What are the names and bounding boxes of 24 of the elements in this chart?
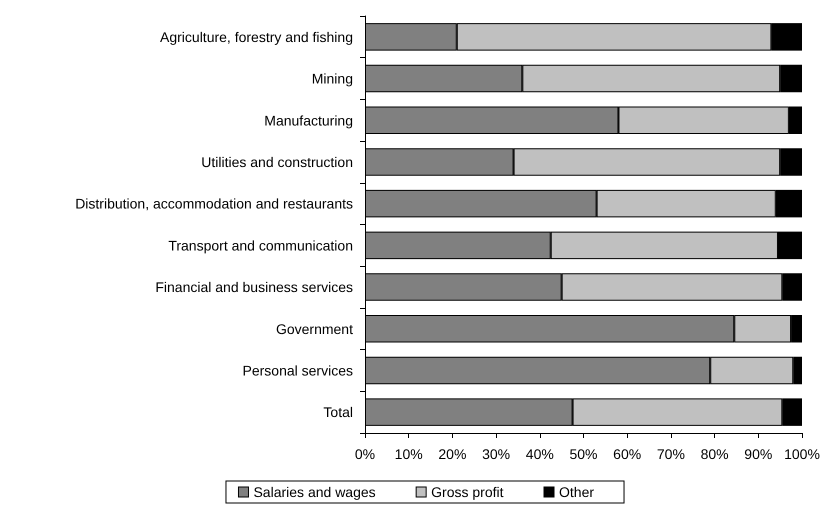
x-tick-label: 10% bbox=[394, 446, 423, 462]
x-tick-label: 70% bbox=[656, 446, 685, 462]
y-tick-label: Manufacturing bbox=[264, 112, 353, 128]
y-tick-label: Utilities and construction bbox=[201, 154, 353, 170]
x-tick-label: 20% bbox=[438, 446, 466, 462]
x-tick-label: 80% bbox=[700, 446, 729, 462]
y-tick-label: Agriculture, forestry and fishing bbox=[160, 28, 353, 45]
y-tick-label: Government bbox=[276, 320, 354, 337]
legend-label: Salaries and wages bbox=[253, 484, 376, 500]
y-tick-label: Distribution, accommodation and restaurants bbox=[75, 196, 353, 212]
legend-label: Gross profit bbox=[431, 484, 504, 500]
x-tick-label: 50% bbox=[569, 446, 598, 462]
x-tick-label: 30% bbox=[482, 446, 510, 462]
y-tick-label: Financial and business services bbox=[155, 279, 353, 296]
x-tick-label: 100% bbox=[784, 446, 820, 462]
x-tick-label: 90% bbox=[744, 446, 772, 462]
y-tick-label: Total bbox=[323, 404, 353, 420]
y-tick-label: Personal services bbox=[242, 362, 353, 378]
y-tick-label: Mining bbox=[312, 70, 353, 87]
x-tick-label: 0% bbox=[354, 446, 376, 462]
x-tick-label: 60% bbox=[613, 446, 642, 462]
y-tick-label: Transport and communication bbox=[168, 237, 353, 254]
x-tick-label: 40% bbox=[526, 446, 554, 462]
legend-label: Other bbox=[559, 484, 594, 500]
